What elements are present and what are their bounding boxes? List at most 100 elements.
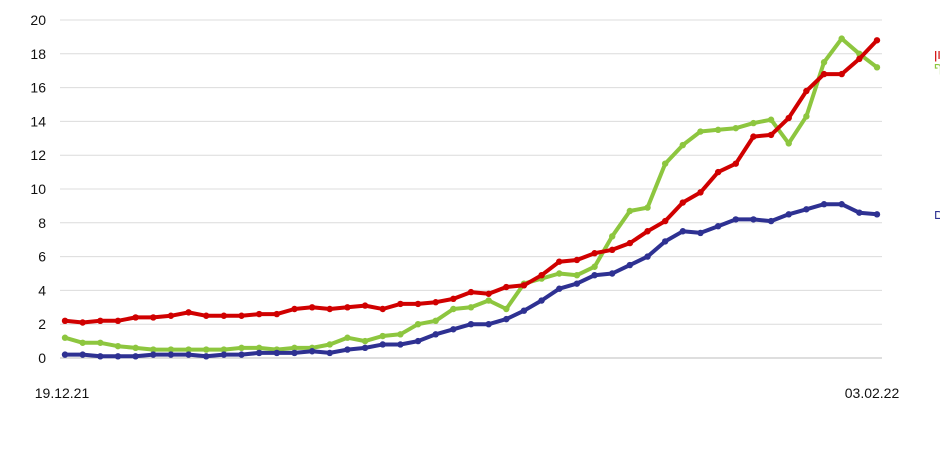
legend-label: מחוסנים — [934, 207, 940, 222]
data-point — [679, 228, 687, 235]
data-point — [132, 314, 139, 321]
data-point — [291, 349, 298, 357]
grid-lines — [60, 19, 882, 359]
y-tick-label: 2 — [38, 316, 46, 332]
data-point — [308, 304, 316, 311]
data-point — [414, 321, 422, 328]
data-point — [785, 114, 792, 122]
data-point — [414, 337, 422, 345]
data-point — [220, 312, 228, 319]
legend-label: ללא חיסון — [934, 47, 940, 62]
data-point — [714, 222, 722, 230]
data-point — [167, 312, 175, 319]
data-point — [626, 207, 634, 215]
data-point — [291, 305, 298, 313]
data-point — [97, 339, 104, 346]
y-tick-label: 10 — [30, 181, 46, 197]
data-point — [397, 341, 404, 348]
data-point — [820, 70, 828, 78]
data-point — [838, 70, 845, 78]
data-point — [255, 344, 263, 352]
data-point — [714, 168, 722, 176]
data-point — [79, 339, 86, 346]
series-line — [63, 38, 879, 325]
data-point — [591, 271, 598, 279]
data-point — [503, 283, 510, 291]
data-point — [238, 312, 245, 319]
data-point — [785, 211, 792, 218]
x-start-label: 19.12.21 — [35, 385, 90, 401]
data-point — [167, 346, 175, 353]
data-point — [432, 317, 439, 325]
data-point — [520, 307, 528, 314]
data-point — [661, 160, 669, 167]
data-point — [750, 119, 757, 127]
data-point — [520, 282, 528, 289]
data-point — [432, 299, 439, 306]
data-point — [450, 305, 457, 313]
data-point — [326, 349, 333, 357]
data-point — [644, 253, 651, 260]
data-point — [379, 332, 386, 340]
data-point — [79, 319, 86, 326]
y-tick-label: 8 — [38, 215, 46, 231]
data-point — [432, 331, 439, 338]
data-point — [556, 270, 563, 277]
data-point — [467, 321, 475, 328]
legend-label: ללא תוקף — [934, 60, 940, 75]
data-point — [132, 344, 139, 352]
data-point — [308, 348, 316, 355]
series-1 — [61, 37, 881, 326]
y-tick-label: 12 — [30, 147, 46, 163]
data-point — [467, 288, 475, 296]
data-point — [326, 305, 333, 313]
data-point — [203, 312, 210, 319]
data-point — [838, 201, 845, 208]
data-point — [220, 351, 228, 358]
data-point — [767, 217, 775, 225]
data-point — [679, 141, 687, 149]
data-point — [873, 64, 881, 71]
y-tick-label: 14 — [30, 113, 46, 129]
data-point — [732, 124, 739, 132]
data-point — [344, 304, 351, 311]
data-point — [150, 351, 157, 358]
data-point — [803, 206, 810, 213]
data-point — [150, 314, 157, 321]
data-point — [767, 131, 775, 139]
data-point — [750, 133, 757, 140]
data-point — [185, 309, 192, 316]
data-point — [609, 246, 616, 254]
data-point — [591, 263, 598, 270]
data-point — [714, 126, 722, 134]
data-point — [291, 344, 298, 352]
data-point — [450, 295, 457, 303]
data-point — [273, 349, 281, 357]
data-point — [573, 280, 581, 287]
data-point — [697, 128, 704, 135]
data-point — [644, 204, 651, 211]
data-point — [61, 334, 69, 341]
data-point — [609, 270, 616, 277]
y-tick-label: 18 — [30, 46, 46, 62]
data-point — [97, 353, 104, 360]
data-point — [785, 140, 792, 147]
data-point — [114, 317, 122, 325]
data-point — [873, 211, 881, 218]
data-point — [167, 351, 175, 358]
y-tick-label: 16 — [30, 80, 46, 96]
data-point — [361, 302, 369, 309]
series-3 — [61, 201, 881, 360]
data-point — [556, 258, 563, 265]
data-point — [79, 351, 86, 358]
y-tick-label: 4 — [38, 282, 46, 298]
data-point — [255, 310, 263, 318]
data-point — [61, 317, 69, 325]
data-point — [626, 239, 634, 247]
data-point — [61, 351, 69, 358]
y-axis-ticks: 0 2 4 6 8 10 12 14 16 18 20 — [30, 12, 46, 366]
data-point — [573, 271, 581, 279]
data-point — [114, 342, 122, 350]
data-point — [185, 346, 192, 353]
